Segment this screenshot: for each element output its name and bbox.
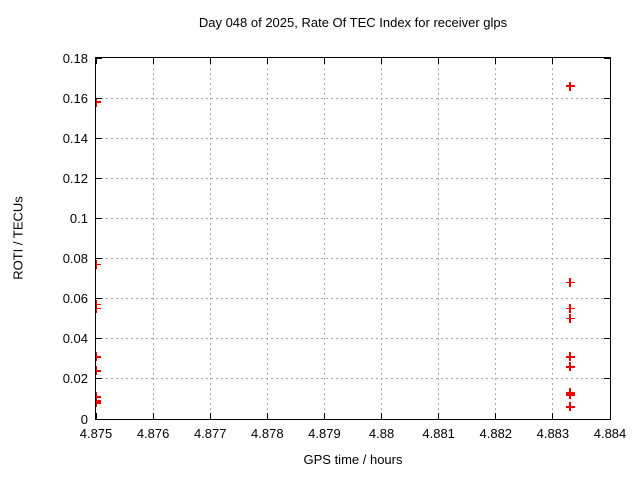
y-tick-mark (604, 217, 610, 219)
x-tick-mark (609, 413, 611, 419)
x-tick-mark (381, 413, 383, 419)
x-tick-mark (266, 413, 268, 419)
y-tick-label: 0.06 (62, 291, 88, 307)
data-point-marker (565, 278, 575, 288)
x-tick-mark (552, 58, 554, 64)
data-point-marker (96, 352, 101, 362)
data-point-marker (565, 81, 575, 91)
x-tick-mark (209, 413, 211, 419)
x-tick-mark (495, 58, 497, 64)
x-tick-mark (438, 58, 440, 64)
x-gridline (152, 58, 154, 419)
x-tick-mark (323, 58, 325, 64)
data-point-marker (565, 314, 575, 324)
x-tick-mark (323, 413, 325, 419)
y-tick-label: 0.18 (62, 50, 88, 66)
x-gridline (381, 58, 383, 419)
y-tick-mark (96, 258, 102, 260)
y-tick-label: 0.12 (62, 170, 88, 186)
x-gridline (438, 58, 440, 419)
y-tick-mark (96, 177, 102, 179)
data-point-marker (96, 97, 101, 107)
y-tick-mark (604, 298, 610, 300)
x-axis-title: GPS time / hours (303, 452, 403, 467)
x-tick-mark (266, 58, 268, 64)
x-gridline (209, 58, 211, 419)
x-tick-mark (495, 413, 497, 419)
x-tick-label: 4.88 (368, 426, 395, 441)
data-point-marker (565, 390, 575, 400)
y-tick-label: 0.1 (69, 210, 88, 226)
x-tick-label: 4.878 (251, 426, 284, 441)
y-gridline (96, 258, 610, 260)
x-tick-label: 4.879 (308, 426, 341, 441)
x-tick-mark (381, 58, 383, 64)
y-tick-mark (604, 418, 610, 420)
x-tick-label: 4.883 (536, 426, 570, 441)
x-gridline (552, 58, 554, 419)
y-gridline (96, 177, 610, 179)
y-gridline (96, 217, 610, 219)
data-point-marker (96, 398, 101, 408)
data-point-marker (96, 366, 101, 376)
y-gridline (96, 378, 610, 380)
chart-title: Day 048 of 2025, Rate Of TEC Index for r… (198, 15, 508, 30)
x-tick-mark (609, 58, 611, 64)
x-gridline (495, 58, 497, 419)
x-tick-label: 4.875 (79, 426, 113, 441)
y-axis-title: ROTI / TECUs (10, 196, 26, 280)
y-tick-label: 0.04 (62, 331, 88, 347)
x-tick-mark (209, 58, 211, 64)
y-gridline (96, 298, 610, 300)
x-tick-mark (438, 413, 440, 419)
y-tick-mark (96, 97, 102, 99)
y-tick-label: 0 (80, 411, 88, 427)
y-tick-mark (96, 418, 102, 420)
x-tick-mark (95, 413, 97, 419)
data-point-marker (565, 352, 575, 362)
y-tick-mark (604, 378, 610, 380)
x-tick-label: 4.884 (593, 426, 627, 441)
y-tick-mark (96, 217, 102, 219)
y-gridline (96, 137, 610, 139)
data-point-marker (96, 304, 101, 314)
y-tick-label: 0.08 (62, 251, 88, 267)
x-tick-mark (552, 413, 554, 419)
data-point-marker (96, 260, 101, 270)
x-gridline (323, 58, 325, 419)
x-tick-label: 4.882 (479, 426, 513, 441)
y-tick-mark (604, 258, 610, 260)
y-tick-mark (96, 137, 102, 139)
y-tick-mark (604, 97, 610, 99)
y-gridline (96, 97, 610, 99)
y-gridline (96, 338, 610, 340)
data-point-marker (565, 304, 575, 314)
y-tick-mark (96, 338, 102, 340)
y-tick-mark (604, 177, 610, 179)
y-tick-mark (96, 298, 102, 300)
y-tick-label: 0.14 (62, 130, 88, 146)
data-point-marker (565, 362, 575, 372)
data-point-marker (565, 402, 575, 412)
plot-ticks-layer: 4.875 4.876 4.877 4.878 4.879 4.88 4.881 4.882 4… (63, 51, 627, 442)
y-tick-mark (96, 378, 102, 380)
x-tick-label: 4.881 (422, 426, 455, 441)
x-gridline (266, 58, 268, 419)
y-tick-mark (604, 57, 610, 59)
y-tick-mark (96, 57, 102, 59)
x-tick-mark (152, 413, 154, 419)
y-tick-label: 0.02 (62, 371, 88, 387)
x-tick-mark (95, 58, 97, 64)
y-tick-label: 0.16 (62, 90, 88, 106)
x-tick-label: 4.877 (193, 426, 227, 441)
x-tick-mark (152, 58, 154, 64)
x-tick-label: 4.876 (136, 426, 170, 441)
y-tick-mark (604, 338, 610, 340)
plot-area (96, 58, 610, 419)
y-tick-mark (604, 137, 610, 139)
